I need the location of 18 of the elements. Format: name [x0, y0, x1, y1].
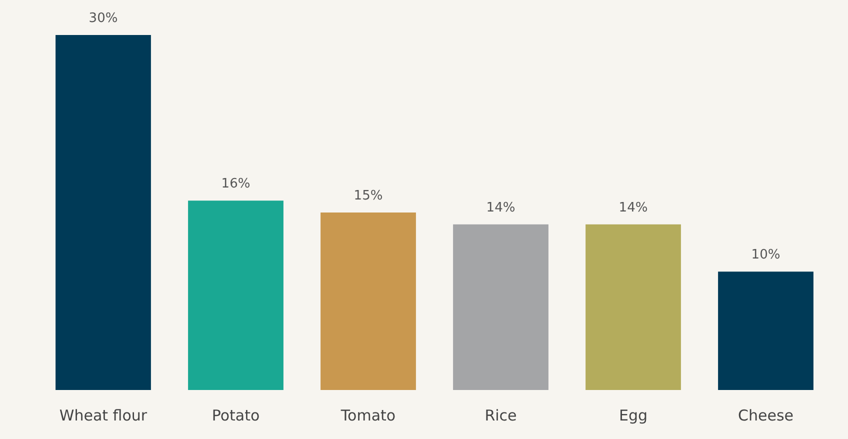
bar	[453, 224, 548, 390]
x-tick-label: Rice	[484, 406, 517, 424]
bar	[718, 272, 814, 390]
bar	[320, 212, 416, 390]
x-tick-label: Cheese	[738, 406, 794, 424]
data-label: 10%	[751, 248, 780, 263]
x-tick-label: Wheat flour	[59, 406, 148, 424]
x-tick-label: Potato	[212, 406, 260, 424]
data-label: 15%	[354, 188, 383, 204]
x-tick-label: Tomato	[340, 406, 396, 424]
bar	[586, 224, 681, 390]
data-label: 30%	[88, 11, 118, 26]
data-label: 14%	[618, 200, 648, 216]
bar	[188, 200, 284, 390]
x-tick-label: Egg	[618, 406, 648, 424]
bar	[56, 35, 151, 390]
data-label: 14%	[486, 200, 516, 216]
data-label: 16%	[221, 176, 250, 192]
